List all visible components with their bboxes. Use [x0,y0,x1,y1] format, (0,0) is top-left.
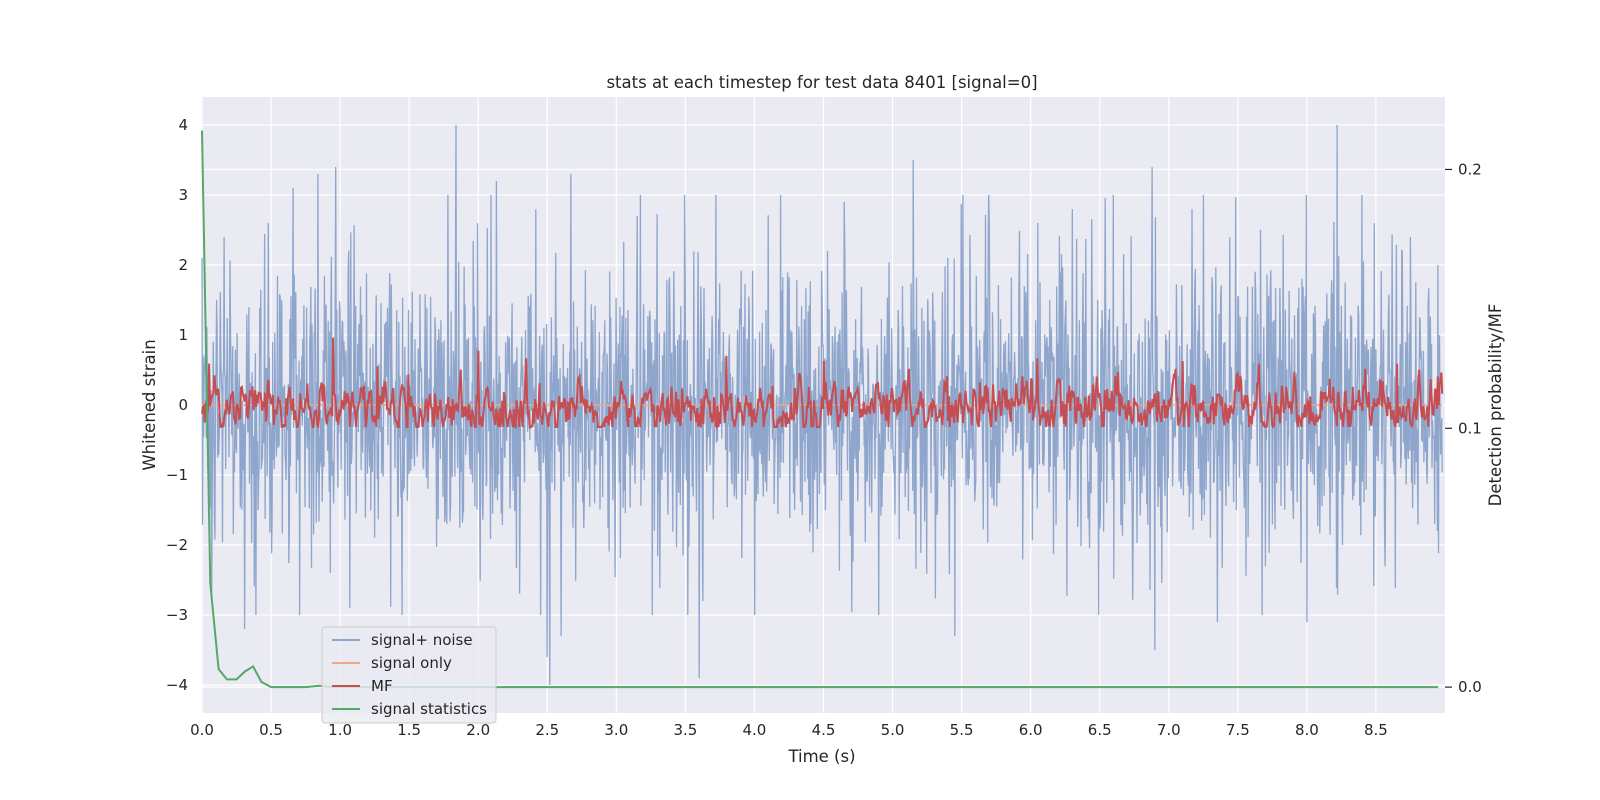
x-tick-label: 3.0 [604,721,628,739]
y-tick-label: −4 [166,676,188,694]
x-tick-label: 2.0 [466,721,490,739]
y-gridlines [202,124,1445,688]
x-tick-label: 7.5 [1226,721,1250,739]
x-axis-label: Time (s) [787,747,855,766]
y2-tick-label: 0.1 [1458,419,1482,437]
y-tick-label: −3 [166,606,188,624]
series-signal-noise-line [201,124,1443,686]
series-mf-line [201,337,1444,430]
legend: signal+ noise signal only MF signal statist… [321,626,497,724]
y2-tick-label: 0.2 [1458,160,1482,178]
legend-box [321,626,497,724]
y-tick-label: 0 [178,396,188,414]
x-tick-label: 2.5 [535,721,559,739]
x-tick-label: 1.5 [397,721,421,739]
y-tick-label: 3 [178,186,188,204]
legend-label: signal only [371,654,452,672]
y2-axis-label: Detection probability/MF [1486,304,1505,507]
x-tick-label: 4.0 [743,721,767,739]
series-layer [201,124,1444,689]
x-tick-label: 8.5 [1364,721,1388,739]
y2-tick-label: 0.0 [1458,678,1482,696]
y-tick-label: 2 [178,256,188,274]
y2-axis-ticks: 0.2 0.1 0.0 [1445,160,1482,696]
y-tick-label: −2 [166,536,188,554]
x-tick-label: 6.0 [1019,721,1043,739]
legend-label: signal statistics [371,700,487,718]
x-tick-label: 4.5 [812,721,836,739]
x-axis-ticks: 0.0 0.5 1.0 1.5 2.0 2.5 3.0 3.5 4.0 4.5 5.0 5.5 6.0 6… [190,721,1388,739]
legend-label: MF [371,677,393,695]
chart-title: stats at each timestep for test data 840… [606,73,1037,92]
y-axis-ticks: 4 3 2 1 0 −1 −2 −3 −4 [166,116,188,694]
x-tick-label: 0.0 [190,721,214,739]
y-tick-label: 1 [178,326,188,344]
x-tick-label: 1.0 [328,721,352,739]
x-tick-label: 3.5 [673,721,697,739]
x-tick-label: 0.5 [259,721,283,739]
x-tick-label: 8.0 [1295,721,1319,739]
x-tick-label: 7.0 [1157,721,1181,739]
y-tick-label: −1 [166,466,188,484]
y-tick-label: 4 [178,116,188,134]
series-signal-statistics-line [201,130,1439,689]
legend-label: signal+ noise [371,631,473,649]
x-tick-label: 5.0 [881,721,905,739]
x-tick-label: 6.5 [1088,721,1112,739]
x-tick-label: 5.5 [950,721,974,739]
y-axis-label: Whitened strain [140,339,159,470]
